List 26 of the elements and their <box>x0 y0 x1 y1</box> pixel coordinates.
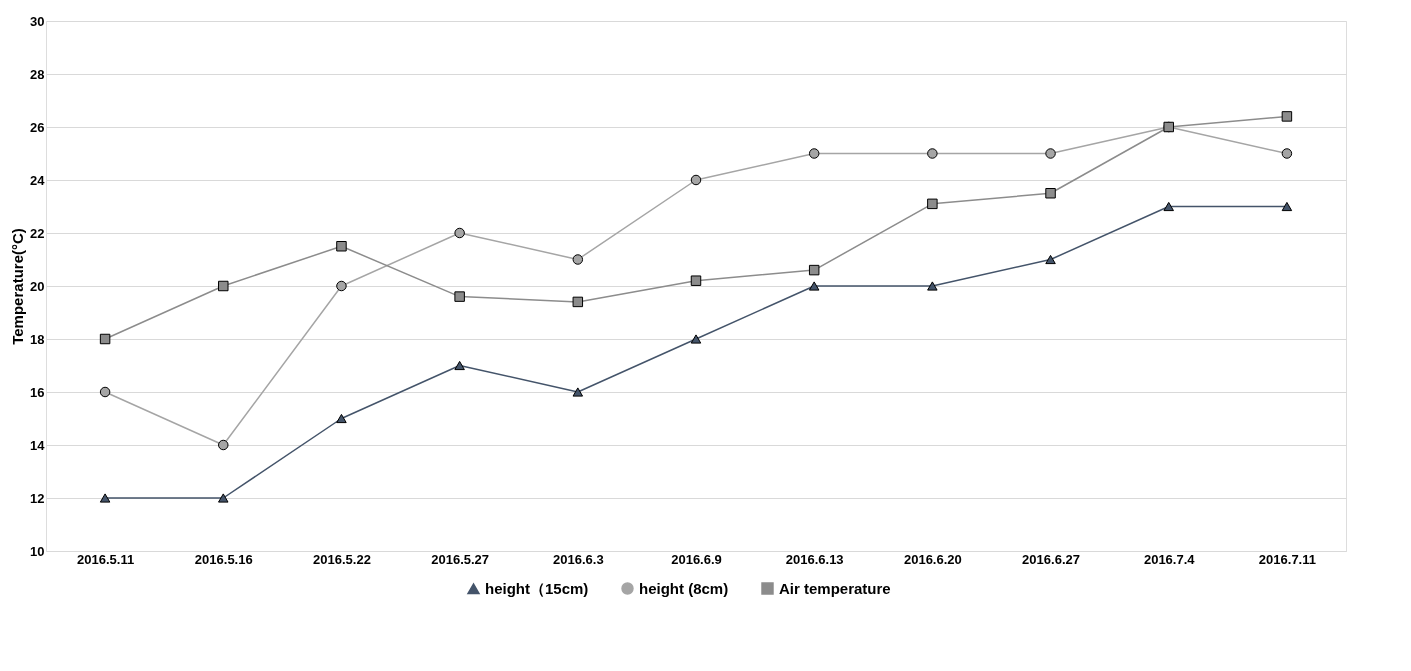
x-tick-label: 2016.7.4 <box>1143 551 1196 567</box>
y-tick-label: 12 <box>30 490 45 506</box>
x-tick-label: 2016.5.22 <box>313 551 371 567</box>
y-tick-label: 26 <box>30 119 45 135</box>
y-tick-label: 18 <box>30 331 45 347</box>
x-tick-label: 2016.6.13 <box>785 551 844 567</box>
y-tick-label: 28 <box>30 66 45 82</box>
x-tick-label: 2016.5.27 <box>431 551 490 567</box>
x-tick-label: 2016.6.3 <box>553 551 604 567</box>
y-tick-label: 20 <box>30 278 45 294</box>
legend-label: height (8cm) <box>639 579 729 597</box>
y-tick-label: 24 <box>30 172 46 188</box>
y-tick-label: 30 <box>30 13 45 29</box>
legend-label: height（15cm) <box>485 579 589 597</box>
x-tick-label: 2016.6.27 <box>1022 551 1080 567</box>
x-tick-label: 2016.5.11 <box>77 551 135 567</box>
x-tick-label: 2016.5.16 <box>194 551 253 567</box>
y-axis-title: Temperature(°C) <box>9 228 27 345</box>
x-tick-label: 2016.7.11 <box>1258 551 1316 567</box>
y-tick-label: 16 <box>30 384 45 400</box>
y-tick-label: 10 <box>30 543 45 559</box>
x-tick-label: 2016.6.20 <box>903 551 962 567</box>
y-tick-label: 14 <box>30 437 46 453</box>
x-tick-label: 2016.6.9 <box>671 551 722 567</box>
legend-label: Air temperature <box>779 579 891 597</box>
y-tick-label: 22 <box>30 225 45 241</box>
